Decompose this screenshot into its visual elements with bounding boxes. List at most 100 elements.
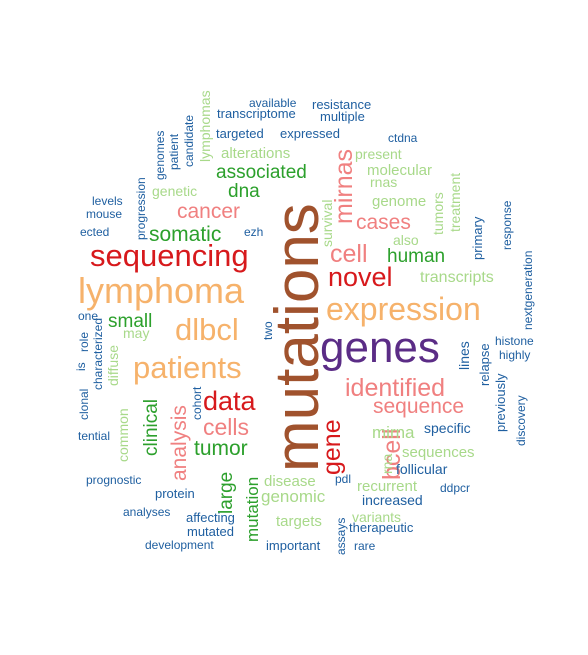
- word-discovery: discovery: [514, 395, 528, 446]
- word-assays: assays: [334, 518, 348, 555]
- word-genome: genome: [372, 193, 426, 210]
- word-dlbcl: dlbcl: [175, 312, 239, 347]
- word-expression: expression: [326, 291, 481, 327]
- word-candidate: candidate: [182, 115, 196, 167]
- word-ddpcr: ddpcr: [440, 481, 470, 495]
- word-cohort: cohort: [190, 386, 204, 420]
- word-mutated: mutated: [187, 524, 234, 539]
- word-cancer: cancer: [177, 200, 240, 223]
- word-increased: increased: [362, 492, 423, 508]
- word-somatic: somatic: [149, 223, 221, 246]
- word-multiple: multiple: [320, 109, 365, 124]
- word-therapeutic: therapeutic: [349, 520, 414, 535]
- word-sequence: sequence: [373, 395, 464, 418]
- word-primary: primary: [470, 216, 485, 260]
- word-patient: patient: [167, 133, 181, 170]
- word-ected: ected: [80, 225, 109, 239]
- word-common: common: [115, 408, 131, 462]
- word-two: two: [261, 321, 275, 340]
- word-transcripts: transcripts: [420, 269, 494, 286]
- word-tential: tential: [78, 429, 110, 443]
- word-analysis: analysis: [168, 405, 191, 481]
- word-tumors: tumors: [430, 192, 446, 235]
- word-one: one: [78, 309, 98, 323]
- word-characterized: characterized: [91, 318, 105, 390]
- word-relapse: relapse: [477, 343, 492, 386]
- word-mutation: mutation: [243, 477, 262, 542]
- word-human: human: [387, 246, 445, 267]
- word-resistance: resistance: [312, 97, 371, 112]
- word-important: important: [266, 538, 321, 553]
- word-data: data: [203, 386, 257, 416]
- word-mouse: mouse: [86, 207, 122, 221]
- word-survival: survival: [319, 200, 335, 247]
- word-gene: gene: [318, 419, 346, 475]
- word-highly: highly: [499, 348, 530, 362]
- word-analyses: analyses: [123, 505, 170, 519]
- word-present: present: [355, 146, 402, 162]
- word-affecting: affecting: [186, 510, 235, 525]
- word-sequences: sequences: [402, 444, 475, 461]
- word-variants: variants: [352, 509, 401, 525]
- word-dna: dna: [228, 181, 260, 202]
- word-patients: patients: [133, 350, 242, 385]
- word-prognostic: prognostic: [86, 473, 141, 487]
- word-genetic: genetic: [152, 183, 197, 199]
- word-lines: lines: [456, 341, 472, 370]
- word-small: small: [108, 311, 152, 332]
- word-disease: disease: [264, 473, 316, 490]
- word-protein: protein: [155, 486, 195, 501]
- word-progression: progression: [134, 177, 148, 240]
- word-role: role: [77, 332, 91, 352]
- word-genes: genes: [320, 323, 440, 372]
- word-clinical: clinical: [141, 399, 162, 456]
- word-bcell: bcell: [378, 429, 406, 480]
- word-recurrent: recurrent: [357, 478, 418, 495]
- word-mirna: mirna: [372, 423, 415, 442]
- word-mirnas: mirnas: [330, 149, 358, 224]
- word-expressed: expressed: [280, 126, 340, 141]
- word-lymphomas: lymphomas: [197, 90, 213, 162]
- word-rnas: rnas: [370, 174, 397, 190]
- word-ezh: ezh: [244, 225, 263, 239]
- word-molecular: molecular: [367, 162, 432, 179]
- word-alterations: alterations: [221, 145, 290, 162]
- word-ctdna: ctdna: [388, 131, 418, 145]
- word-novel: novel: [328, 262, 393, 292]
- word-cells: cells: [203, 414, 249, 440]
- word-rna: rna: [379, 454, 395, 474]
- word-transcriptome: transcriptome: [217, 106, 296, 121]
- word-also: also: [393, 232, 419, 248]
- word-pdl: pdl: [335, 472, 351, 486]
- word-specific: specific: [424, 420, 471, 436]
- word-genomes: genomes: [153, 131, 167, 180]
- word-nextgeneration: nextgeneration: [521, 251, 535, 330]
- word-sequencing: sequencing: [90, 238, 249, 273]
- word-development: development: [145, 538, 214, 552]
- word-tumor: tumor: [194, 437, 248, 460]
- word-available: available: [249, 96, 297, 110]
- word-associated: associated: [216, 162, 307, 183]
- word-rare: rare: [354, 539, 376, 553]
- word-identified: identified: [345, 374, 445, 402]
- word-targeted: targeted: [216, 126, 264, 141]
- word-may: may: [123, 325, 149, 341]
- word-follicular: follicular: [396, 461, 448, 477]
- word-response: response: [500, 200, 514, 250]
- word-cell: cell: [330, 240, 368, 268]
- word-cases: cases: [356, 211, 411, 234]
- word-genomic: genomic: [261, 487, 326, 506]
- word-treatment: treatment: [447, 173, 463, 232]
- word-histone: histone: [495, 334, 534, 348]
- word-large: large: [216, 472, 237, 514]
- word-is: is: [74, 362, 88, 371]
- word-targets: targets: [276, 513, 322, 530]
- word-clonal: clonal: [77, 389, 91, 420]
- word-previously: previously: [493, 373, 508, 432]
- word-diffuse: diffuse: [105, 345, 121, 386]
- word-lymphoma: lymphoma: [78, 270, 245, 311]
- word-levels: levels: [92, 194, 123, 208]
- word-mutations: mutations: [263, 203, 332, 472]
